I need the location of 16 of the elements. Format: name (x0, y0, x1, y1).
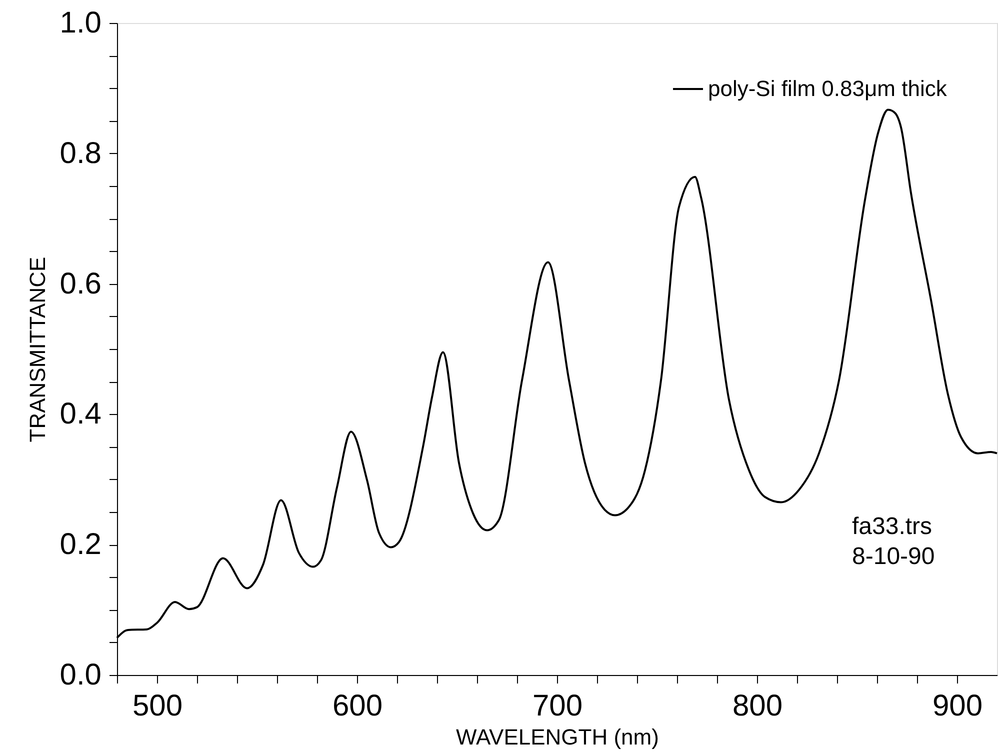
x-tick-label: 500 (132, 690, 183, 722)
legend-label: poly-Si film 0.83μm thick (708, 76, 948, 101)
y-tick-label: 0.6 (60, 267, 102, 300)
y-tick-label: 0.8 (60, 136, 102, 170)
annotation: 8-10-90 (852, 543, 935, 570)
annotation: fa33.trs (852, 513, 932, 540)
x-tick-label: 900 (932, 690, 983, 722)
x-tick-label: 700 (532, 690, 583, 722)
y-axis-title: TRANSMITTANCE (24, 256, 50, 442)
y-tick-label: 0.2 (60, 528, 102, 562)
x-axis-title: WAVELENGTH (nm) (456, 724, 659, 750)
x-tick-label: 800 (732, 690, 783, 722)
y-tick-label: 0.4 (60, 398, 102, 431)
y-tick-label: 0.0 (60, 658, 102, 692)
x-tick-label: 600 (332, 690, 383, 722)
y-tick-label: 1.0 (60, 6, 102, 40)
